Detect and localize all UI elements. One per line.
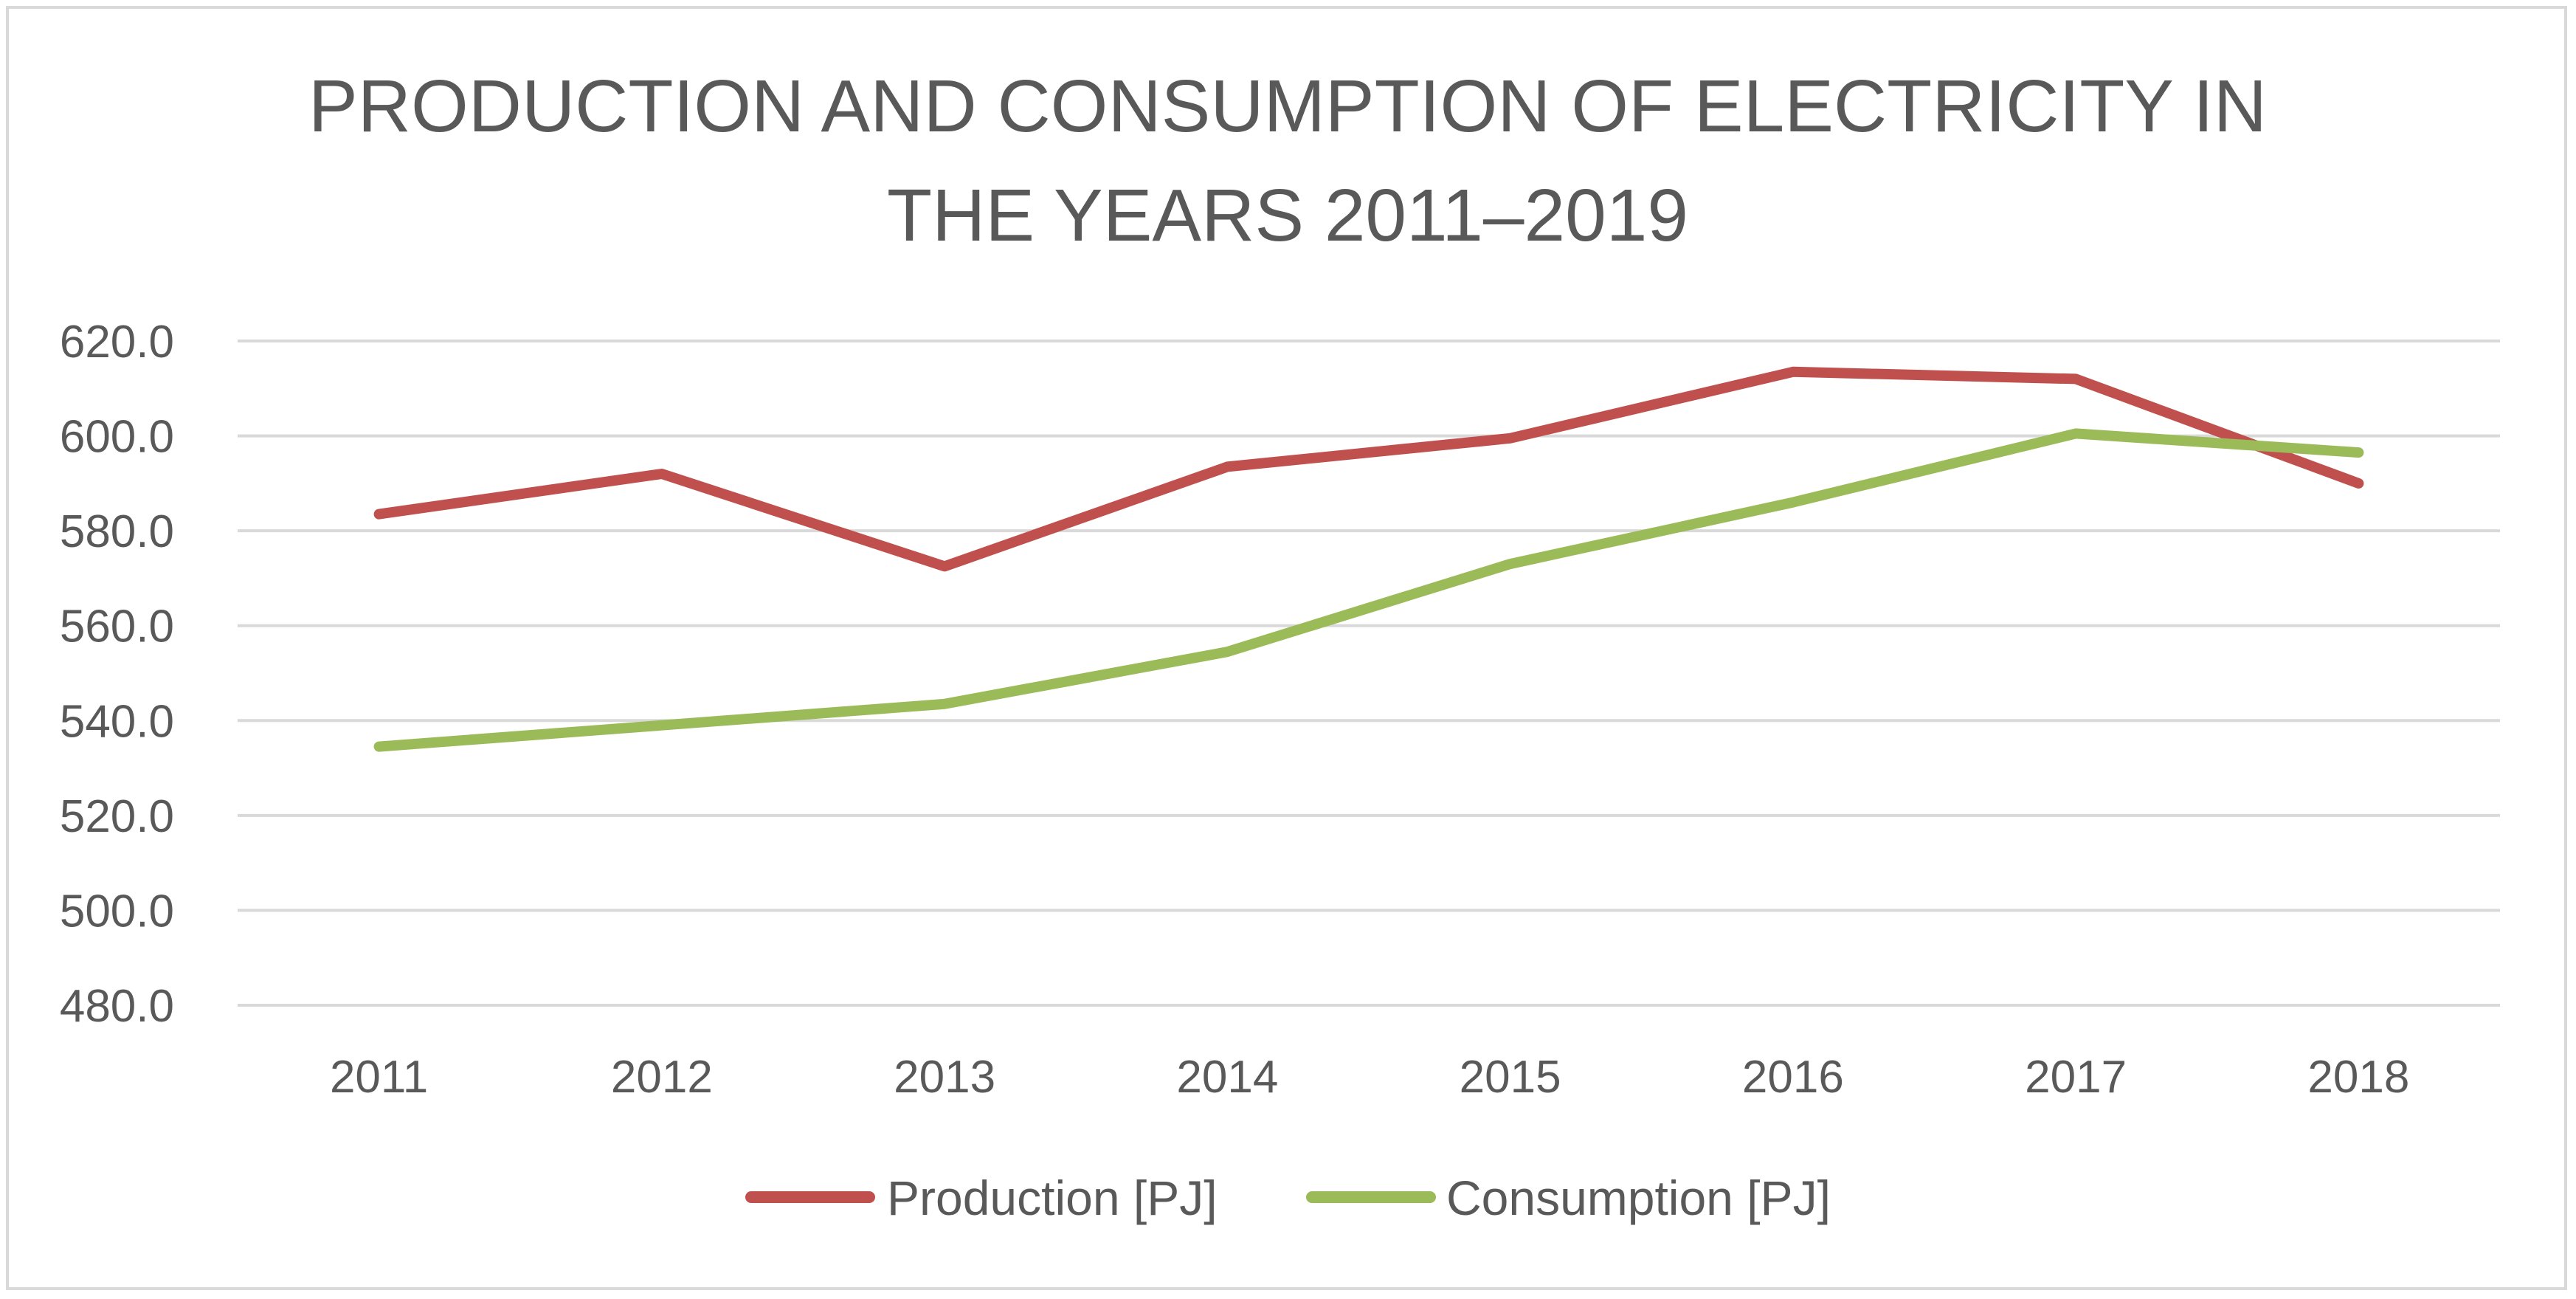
- y-axis-tick-labels: 480.0 500.0 520.0 540.0 560.0 580.0 600.0 620.0: [60, 317, 174, 1032]
- y-tick-label: 480.0: [60, 981, 174, 1032]
- y-tick-label: 560.0: [60, 602, 174, 652]
- chart-title-line-1: PRODUCTION AND CONSUMPTION OF ELECTRICIT…: [308, 65, 2267, 148]
- x-tick-label: 2017: [2025, 1052, 2127, 1103]
- series-lines: [373, 366, 2364, 752]
- x-axis-tick-labels: 2011 2012 2013 2014 2015 2016 2017 2018: [330, 1052, 2409, 1103]
- chart-frame: [6, 6, 2567, 1290]
- x-tick-label: 2011: [330, 1052, 428, 1103]
- y-tick-label: 540.0: [60, 696, 174, 747]
- x-tick-label: 2013: [894, 1052, 995, 1103]
- y-tick-label: 620.0: [60, 317, 174, 368]
- y-tick-label: 500.0: [60, 886, 174, 937]
- y-tick-label: 520.0: [60, 791, 174, 842]
- x-tick-label: 2016: [1742, 1052, 1844, 1103]
- x-tick-label: 2015: [1460, 1052, 1561, 1103]
- series-line-consumption: [373, 428, 2364, 752]
- chart-title-line-2: THE YEARS 2011–2019: [887, 174, 1688, 257]
- legend-label: Consumption [PJ]: [1446, 1171, 1831, 1225]
- y-tick-label: 580.0: [60, 506, 174, 557]
- series-line-production: [373, 366, 2364, 572]
- x-tick-label: 2012: [611, 1052, 713, 1103]
- legend-label: Production [PJ]: [887, 1171, 1218, 1225]
- legend: Production [PJ] Consumption [PJ]: [745, 1171, 1831, 1225]
- x-tick-label: 2018: [2307, 1052, 2409, 1103]
- y-tick-label: 600.0: [60, 412, 174, 463]
- x-tick-label: 2014: [1176, 1052, 1278, 1103]
